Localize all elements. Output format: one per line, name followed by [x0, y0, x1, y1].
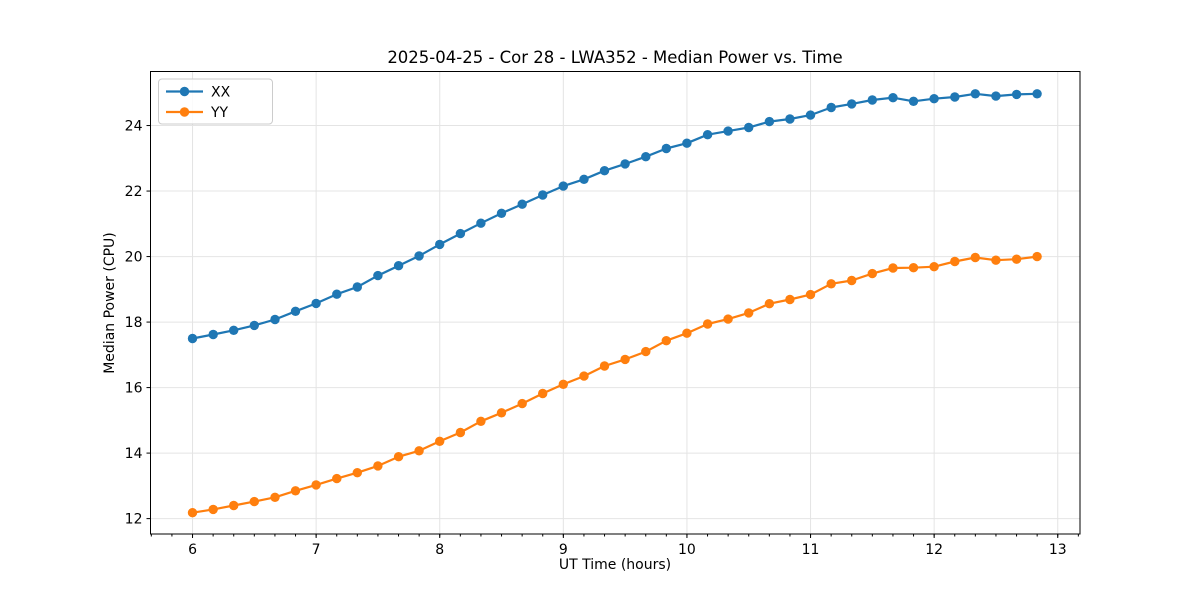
series-XX-points — [187, 89, 1042, 344]
y-tick-label: 12 — [125, 512, 143, 528]
x-tick-label: 7 — [312, 542, 321, 558]
y-tick-label: 24 — [125, 119, 143, 135]
axis-tick-labels: 6 7 8 9 10 11 12 13 12 14 16 18 20 22 24 — [125, 119, 1067, 558]
y-tick-label: 22 — [125, 184, 143, 200]
chart-title: 2025-04-25 - Cor 28 - LWA352 - Median Po… — [387, 48, 843, 67]
x-tick-label: 8 — [435, 542, 444, 558]
x-tick-label: 9 — [559, 542, 568, 558]
y-tick-label: 20 — [125, 250, 143, 266]
x-tick-label: 10 — [678, 542, 696, 558]
legend-label: YY — [210, 105, 229, 121]
legend-item-YY: YY — [166, 105, 229, 121]
plot-frame — [150, 71, 1081, 535]
y-tick-label: 18 — [125, 315, 143, 331]
series-YY-line — [191, 255, 1039, 514]
axis-ticks — [146, 125, 1079, 538]
x-axis-label: UT Time (hours) — [558, 557, 672, 573]
x-tick-label: 13 — [1049, 542, 1067, 558]
legend-marker-icon — [179, 86, 190, 97]
x-tick-label: 12 — [925, 542, 943, 558]
x-tick-label: 6 — [188, 542, 197, 558]
x-tick-label: 11 — [802, 542, 820, 558]
legend-label: XX — [211, 85, 231, 101]
y-tick-label: 14 — [125, 446, 143, 462]
legend: XX YY — [158, 78, 273, 125]
series-YY-points — [187, 251, 1042, 518]
y-tick-label: 16 — [125, 381, 143, 397]
legend-marker-icon — [179, 107, 190, 117]
legend-item-XX: XX — [166, 85, 231, 101]
y-axis-label: Median Power (CPU) — [102, 232, 118, 374]
chart-grid — [150, 71, 1080, 534]
series-YY — [187, 251, 1042, 518]
series-XX — [187, 89, 1042, 344]
